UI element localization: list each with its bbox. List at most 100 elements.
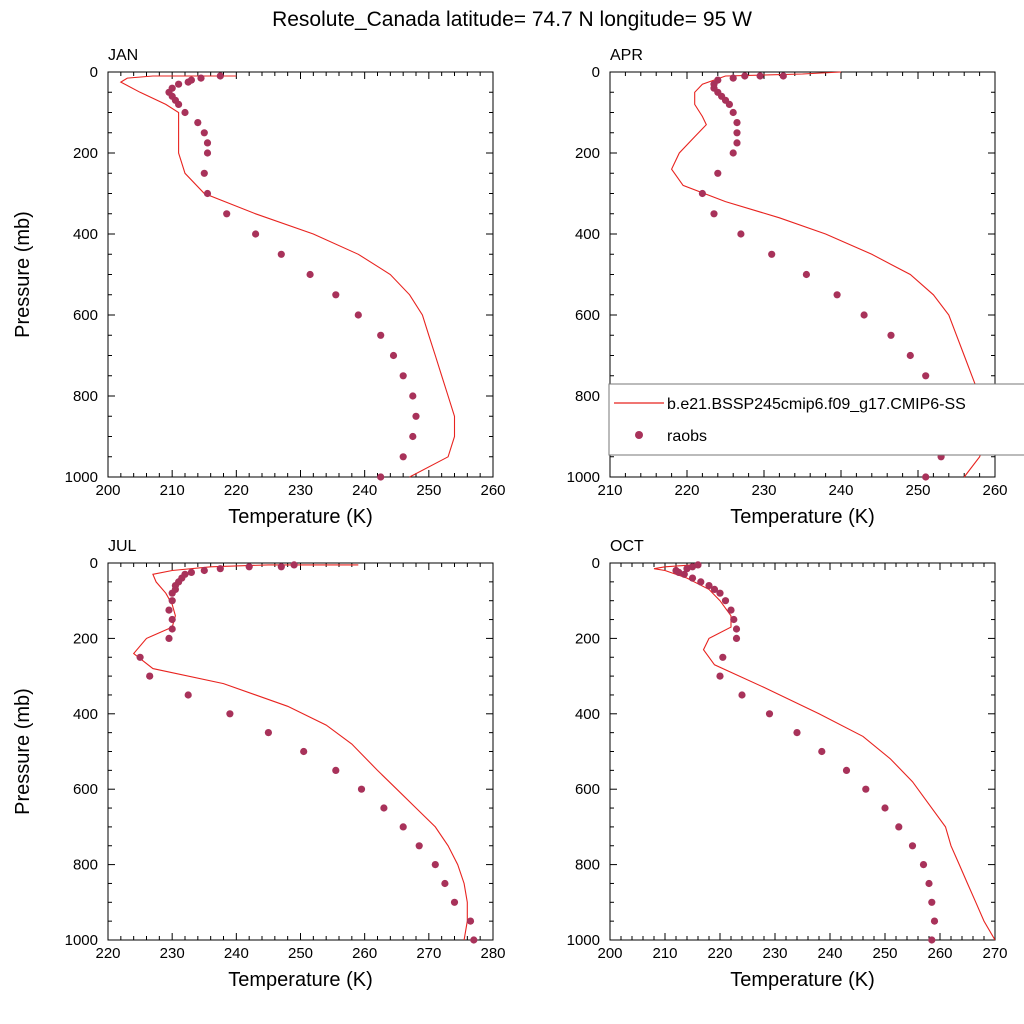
raobs-point <box>688 563 697 571</box>
raobs-point <box>200 129 208 137</box>
x-tick-label: 210 <box>160 482 185 499</box>
raobs-point <box>738 691 746 699</box>
raobs-point <box>165 606 173 614</box>
y-tick-label: 0 <box>592 64 600 81</box>
raobs-point <box>818 747 826 756</box>
raobs-point <box>765 710 774 718</box>
x-tick-label: 280 <box>480 945 505 962</box>
raobs-point <box>730 615 738 624</box>
legend: b.e21.BSSP245cmip6.f09_g17.CMIP6-SS raob… <box>608 383 1024 456</box>
y-tick-label: 1000 <box>567 932 600 949</box>
raobs-point <box>409 432 417 441</box>
raobs-point <box>733 129 741 137</box>
y-tick-label: 400 <box>73 226 98 243</box>
x-tick-label: 260 <box>982 482 1007 499</box>
raobs-point <box>697 578 705 586</box>
y-tick-label: 0 <box>90 64 98 81</box>
y-tick-label: 0 <box>90 555 98 572</box>
x-tick-label: 250 <box>905 482 930 499</box>
raobs-point <box>197 74 205 82</box>
raobs-point <box>688 574 697 582</box>
y-tick-label: 200 <box>575 145 600 162</box>
raobs-point <box>332 291 340 299</box>
y-tick-label: 600 <box>73 307 98 324</box>
x-tick-label: 240 <box>352 482 377 499</box>
raobs-point <box>399 823 407 831</box>
raobs-point <box>380 804 388 812</box>
raobs-point <box>732 625 741 633</box>
raobs-point <box>277 563 285 571</box>
raobs-point <box>357 785 366 793</box>
raobs-point <box>389 351 398 360</box>
raobs-point <box>377 473 385 481</box>
raobs-point <box>306 270 314 279</box>
raobs-point <box>860 311 868 319</box>
model-profile-line <box>653 564 995 941</box>
raobs-point <box>710 585 719 594</box>
panel-jul: JUL 220 230 240 250 260 270 280 0 200 400 600 800 100… <box>12 538 506 991</box>
x-tick-label: 240 <box>224 945 249 962</box>
raobs-point <box>136 653 144 661</box>
x-tick-label: 220 <box>674 482 699 499</box>
x-tick-label: 230 <box>762 945 787 962</box>
raobs-point <box>415 842 423 850</box>
raobs-point <box>919 861 928 869</box>
raobs-point <box>675 568 683 577</box>
raobs-point <box>412 412 420 420</box>
x-tick-label: 250 <box>288 945 313 962</box>
raobs-point <box>922 473 930 481</box>
raobs-point <box>705 582 713 590</box>
x-tick-label: 270 <box>982 945 1007 962</box>
raobs-point <box>168 615 176 624</box>
raobs-point <box>399 372 407 380</box>
raobs-point <box>729 74 737 82</box>
raobs-point <box>925 879 933 888</box>
raobs-point <box>175 80 183 88</box>
panels: JAN 200 210 220 230 240 250 260 0 200 400 600 800 100… <box>12 47 1008 991</box>
y-tick-label: 600 <box>575 781 600 798</box>
x-axis-label: Temperature (K) <box>730 969 875 991</box>
y-tick-label: 1000 <box>65 469 98 486</box>
raobs-point <box>694 561 702 569</box>
raobs-point <box>756 72 764 80</box>
legend-obs-label: raobs <box>667 428 707 445</box>
raobs-point <box>716 672 724 680</box>
raobs-point <box>203 139 212 147</box>
raobs-point <box>881 804 889 812</box>
raobs-point <box>216 72 224 80</box>
raobs-point <box>200 566 208 575</box>
raobs-point <box>264 729 272 737</box>
raobs-point <box>698 189 707 198</box>
raobs-point <box>729 149 737 157</box>
raobs-point <box>245 563 253 571</box>
raobs-point <box>727 606 735 614</box>
x-tick-label: 240 <box>817 945 842 962</box>
raobs-point <box>332 766 340 775</box>
raobs-point <box>721 597 730 605</box>
raobs-point <box>710 210 718 218</box>
y-tick-label: 800 <box>575 857 600 874</box>
raobs-point <box>216 565 224 573</box>
x-tick-label: 240 <box>828 482 853 499</box>
raobs-point <box>733 119 741 127</box>
raobs-point <box>184 691 192 699</box>
y-tick-label: 200 <box>575 630 600 647</box>
raobs-point <box>802 270 811 279</box>
legend-box <box>608 383 1024 456</box>
raobs-point <box>922 372 930 380</box>
raobs-point <box>741 72 749 80</box>
raobs-point <box>928 898 936 906</box>
raobs-point <box>354 311 362 319</box>
raobs-point <box>714 169 722 177</box>
raobs-point <box>450 898 459 906</box>
raobs-point <box>187 568 195 577</box>
plot-frame <box>107 71 494 478</box>
figure-title: Resolute_Canada latitude= 74.7 N longitu… <box>272 8 752 31</box>
panel-title: JAN <box>108 47 138 64</box>
raobs-point <box>895 823 903 831</box>
x-tick-label: 220 <box>707 945 732 962</box>
x-axis-label: Temperature (K) <box>228 969 373 991</box>
raobs-point <box>887 331 895 339</box>
raobs-point <box>203 189 212 198</box>
